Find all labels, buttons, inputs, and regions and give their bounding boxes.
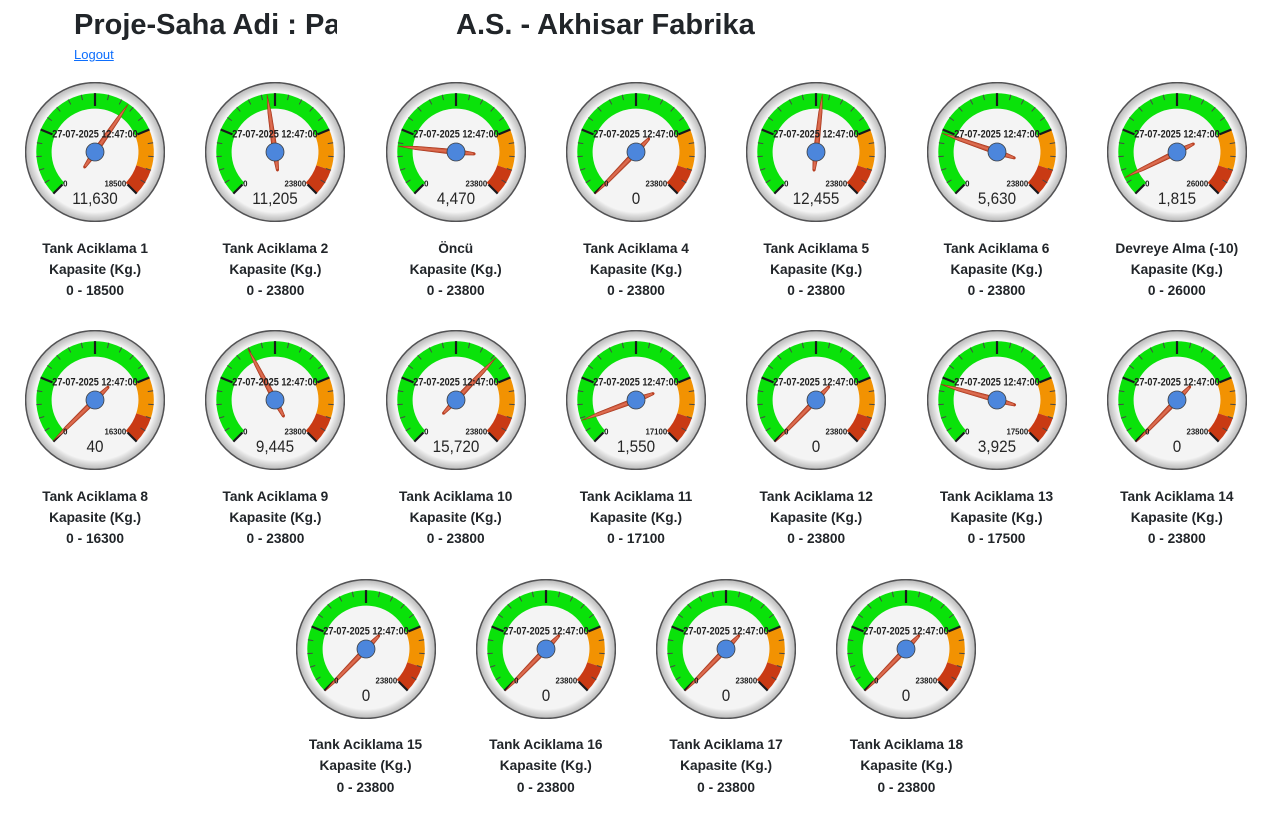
svg-text:0: 0	[1173, 439, 1182, 457]
svg-text:0: 0	[784, 428, 789, 437]
svg-text:27-07-2025 12:47:00: 27-07-2025 12:47:00	[413, 129, 499, 141]
svg-text:40: 40	[87, 439, 104, 457]
svg-text:0: 0	[424, 179, 429, 188]
svg-text:0: 0	[424, 428, 429, 437]
svg-text:27-07-2025 12:47:00: 27-07-2025 12:47:00	[593, 129, 679, 141]
svg-text:27-07-2025 12:47:00: 27-07-2025 12:47:00	[864, 625, 950, 637]
svg-text:23800: 23800	[465, 179, 487, 188]
svg-text:5,630: 5,630	[977, 190, 1015, 208]
svg-text:15,720: 15,720	[432, 439, 479, 457]
svg-text:0: 0	[542, 687, 551, 705]
svg-text:0: 0	[63, 179, 68, 188]
svg-text:0: 0	[244, 179, 249, 188]
svg-text:0: 0	[604, 179, 609, 188]
svg-text:0: 0	[1145, 179, 1150, 188]
svg-text:23800: 23800	[1186, 428, 1208, 437]
svg-text:0: 0	[965, 428, 970, 437]
svg-text:0: 0	[514, 676, 519, 685]
svg-text:12,455: 12,455	[793, 190, 840, 208]
svg-text:11,205: 11,205	[253, 190, 299, 208]
svg-text:27-07-2025 12:47:00: 27-07-2025 12:47:00	[323, 625, 409, 637]
svg-text:0: 0	[902, 687, 911, 705]
svg-text:23800: 23800	[285, 428, 307, 437]
svg-text:23800: 23800	[826, 428, 848, 437]
svg-text:0: 0	[965, 179, 970, 188]
svg-text:23800: 23800	[1006, 179, 1028, 188]
svg-text:0: 0	[604, 428, 609, 437]
svg-text:11,630: 11,630	[72, 190, 118, 208]
svg-text:27-07-2025 12:47:00: 27-07-2025 12:47:00	[233, 377, 319, 389]
svg-text:27-07-2025 12:47:00: 27-07-2025 12:47:00	[413, 377, 499, 389]
svg-text:0: 0	[784, 179, 789, 188]
svg-text:17500: 17500	[1006, 428, 1028, 437]
svg-text:27-07-2025 12:47:00: 27-07-2025 12:47:00	[52, 377, 138, 389]
svg-text:4,470: 4,470	[437, 190, 475, 208]
svg-text:27-07-2025 12:47:00: 27-07-2025 12:47:00	[52, 129, 138, 141]
svg-text:27-07-2025 12:47:00: 27-07-2025 12:47:00	[503, 625, 589, 637]
svg-text:23800: 23800	[736, 676, 758, 685]
svg-text:1,815: 1,815	[1158, 190, 1196, 208]
svg-text:27-07-2025 12:47:00: 27-07-2025 12:47:00	[1134, 129, 1220, 141]
svg-text:0: 0	[875, 676, 880, 685]
svg-text:0: 0	[1145, 428, 1150, 437]
svg-text:3,925: 3,925	[977, 439, 1015, 457]
svg-text:9,445: 9,445	[256, 439, 294, 457]
svg-text:27-07-2025 12:47:00: 27-07-2025 12:47:00	[954, 377, 1040, 389]
svg-text:26000: 26000	[1186, 179, 1208, 188]
svg-text:16300: 16300	[105, 428, 127, 437]
svg-text:18500: 18500	[105, 179, 127, 188]
svg-text:27-07-2025 12:47:00: 27-07-2025 12:47:00	[954, 129, 1040, 141]
svg-text:27-07-2025 12:47:00: 27-07-2025 12:47:00	[593, 377, 679, 389]
svg-text:27-07-2025 12:47:00: 27-07-2025 12:47:00	[233, 129, 319, 141]
svg-text:0: 0	[632, 190, 641, 208]
svg-text:23800: 23800	[465, 428, 487, 437]
svg-text:23800: 23800	[555, 676, 577, 685]
svg-text:0: 0	[812, 439, 821, 457]
svg-text:0: 0	[63, 428, 68, 437]
svg-text:27-07-2025 12:47:00: 27-07-2025 12:47:00	[773, 377, 859, 389]
svg-text:17100: 17100	[646, 428, 668, 437]
svg-text:23800: 23800	[375, 676, 397, 685]
svg-text:0: 0	[722, 687, 731, 705]
svg-text:23800: 23800	[826, 179, 848, 188]
svg-text:27-07-2025 12:47:00: 27-07-2025 12:47:00	[683, 625, 769, 637]
svg-text:23800: 23800	[646, 179, 668, 188]
svg-text:23800: 23800	[916, 676, 938, 685]
svg-text:1,550: 1,550	[617, 439, 655, 457]
svg-text:0: 0	[334, 676, 339, 685]
svg-text:23800: 23800	[285, 179, 307, 188]
svg-text:0: 0	[244, 428, 249, 437]
svg-text:27-07-2025 12:47:00: 27-07-2025 12:47:00	[1134, 377, 1220, 389]
svg-text:27-07-2025 12:47:00: 27-07-2025 12:47:00	[773, 129, 859, 141]
svg-text:0: 0	[361, 687, 370, 705]
svg-text:0: 0	[694, 676, 699, 685]
